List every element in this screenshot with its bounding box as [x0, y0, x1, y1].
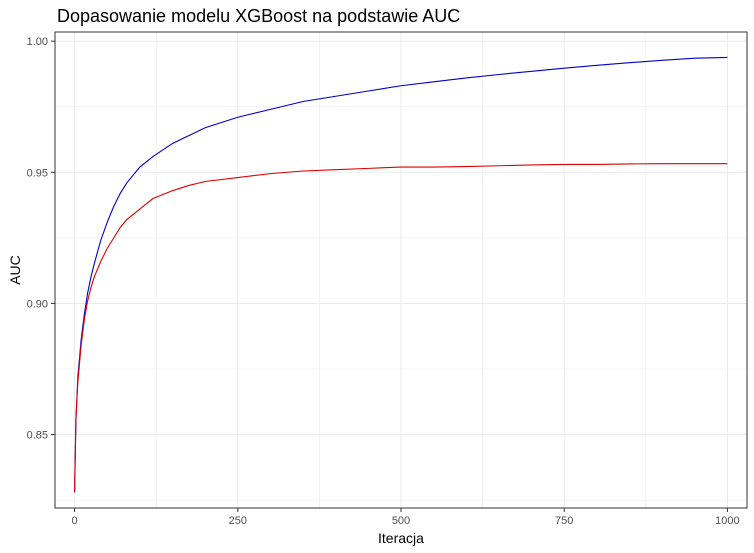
- series-line-2: [74, 163, 728, 493]
- y-tick-label: 0.90: [27, 298, 48, 310]
- y-tick-label: 0.95: [27, 167, 48, 179]
- y-tick-label: 0.85: [27, 430, 48, 442]
- x-tick-label: 1000: [715, 515, 739, 527]
- y-axis-ticks: 0.85 0.90 0.95 1.00: [27, 36, 55, 442]
- x-tick-label: 0: [72, 515, 78, 527]
- x-tick-label: 250: [229, 515, 247, 527]
- y-tick-label: 1.00: [27, 36, 48, 48]
- x-axis-title: Iteracja: [378, 530, 424, 546]
- series-line-1: [74, 56, 728, 493]
- x-tick-label: 500: [392, 515, 410, 527]
- chart-title: Dopasowanie modelu XGBoost na podstawie …: [57, 6, 461, 26]
- y-axis-title: AUC: [7, 255, 23, 285]
- grid-lines: [55, 32, 747, 508]
- x-tick-label: 750: [555, 515, 573, 527]
- x-axis-ticks: 0 250 500 750 1000: [72, 508, 740, 527]
- series-lines: [74, 56, 728, 493]
